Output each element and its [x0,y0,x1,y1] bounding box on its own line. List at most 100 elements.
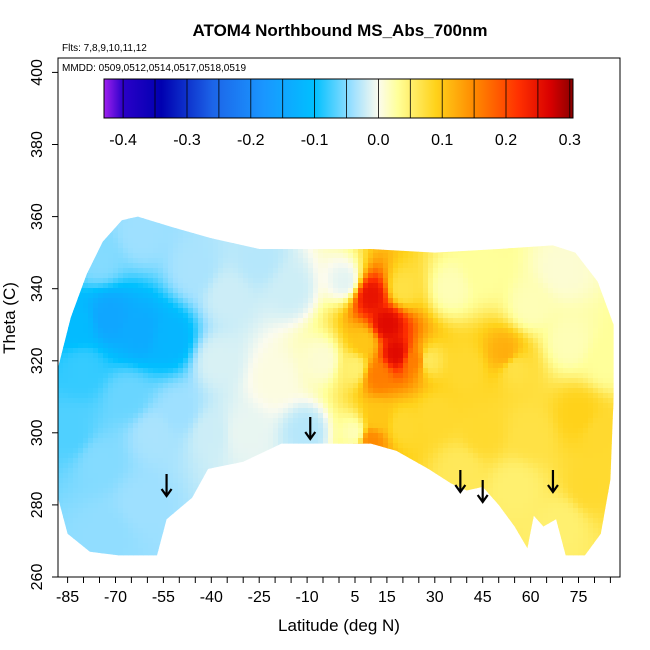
heatmap-cell [353,173,359,179]
heatmap-cell [518,183,524,189]
heatmap-cell [148,243,154,249]
heatmap-cell [378,158,384,164]
heatmap-cell [88,128,94,134]
heatmap-cell [413,73,419,79]
heatmap-cell [63,88,69,94]
heatmap-cell [113,118,119,124]
heatmap-cell [558,193,564,199]
heatmap-cell [618,118,624,124]
heatmap-cell [253,203,259,209]
heatmap-cell [208,178,214,184]
heatmap-cell [318,248,324,254]
heatmap-cell [118,178,124,184]
heatmap-cell [328,228,334,234]
heatmap-cell [423,263,429,269]
heatmap-cell [498,273,504,279]
heatmap-cell [603,93,609,99]
heatmap-cell [438,258,444,264]
heatmap-cell [418,203,424,209]
heatmap-cell [273,258,279,264]
heatmap-cell [138,173,144,179]
heatmap-cell [158,148,164,154]
heatmap-cell [228,158,234,164]
heatmap-cell [383,258,389,264]
heatmap-cell [598,128,604,134]
heatmap-cell [248,123,254,129]
heatmap-cell [208,158,214,164]
heatmap-cell [418,218,424,224]
heatmap-cell [153,163,159,169]
heatmap-cell [68,113,74,119]
heatmap-cell [548,273,554,279]
heatmap-cell [578,208,584,214]
heatmap-cell [608,163,614,169]
heatmap-cell [238,218,244,224]
heatmap-cell [63,178,69,184]
heatmap-cell [473,168,479,174]
heatmap-cell [618,168,624,174]
heatmap-cell [128,278,134,284]
heatmap-cell [243,216,249,219]
heatmap-cell [373,208,379,214]
heatmap-cell [593,243,599,249]
heatmap-cell [118,248,124,254]
heatmap-cell [193,188,199,194]
heatmap-cell [563,123,569,129]
heatmap-cell [358,248,364,254]
heatmap-cell [483,153,489,159]
heatmap-cell [368,216,374,219]
heatmap-cell [603,118,609,124]
heatmap-cell [328,263,334,269]
heatmap-cell [93,148,99,154]
heatmap-cell [393,168,399,174]
heatmap-cell [468,143,474,149]
heatmap-cell [173,263,179,269]
heatmap-cell [593,228,599,234]
heatmap-cell [468,148,474,154]
heatmap-cell [583,238,589,244]
heatmap-cell [503,258,509,264]
heatmap-cell [158,218,164,224]
heatmap-cell [593,183,599,189]
heatmap-cell [243,273,249,279]
heatmap-cell [238,163,244,169]
heatmap-cell [253,216,259,219]
heatmap-cell [438,208,444,214]
heatmap-cell [333,118,339,124]
heatmap-cell [283,118,289,124]
heatmap-cell [528,238,534,244]
heatmap-cell [193,263,199,269]
heatmap-cell [513,263,519,269]
heatmap-cell [483,273,489,279]
heatmap-cell [328,138,334,144]
heatmap-cell [373,163,379,169]
heatmap-cell [573,173,579,179]
heatmap-cell [173,238,179,244]
heatmap-cell [78,188,84,194]
heatmap-cell [368,253,374,259]
heatmap-cell [493,253,499,259]
heatmap-cell [343,238,349,244]
heatmap-cell [563,173,569,179]
heatmap-cell [553,198,559,204]
heatmap-cell [593,98,599,104]
heatmap-cell [553,178,559,184]
heatmap-cell [88,158,94,164]
heatmap-cell [183,193,189,199]
heatmap-cell [443,178,449,184]
heatmap-cell [588,228,594,234]
heatmap-cell [263,153,269,159]
heatmap-cell [443,73,449,79]
heatmap-cell [583,88,589,94]
heatmap-cell [178,178,184,184]
heatmap-cell [508,188,514,194]
heatmap-cell [528,63,534,69]
heatmap-cell [398,68,404,74]
heatmap-cell [573,158,579,164]
heatmap-cell [368,273,374,279]
heatmap-cell [233,158,239,164]
heatmap-cell [528,188,534,194]
heatmap-cell [388,158,394,164]
heatmap-cell [123,243,129,249]
heatmap-cell [373,273,379,279]
